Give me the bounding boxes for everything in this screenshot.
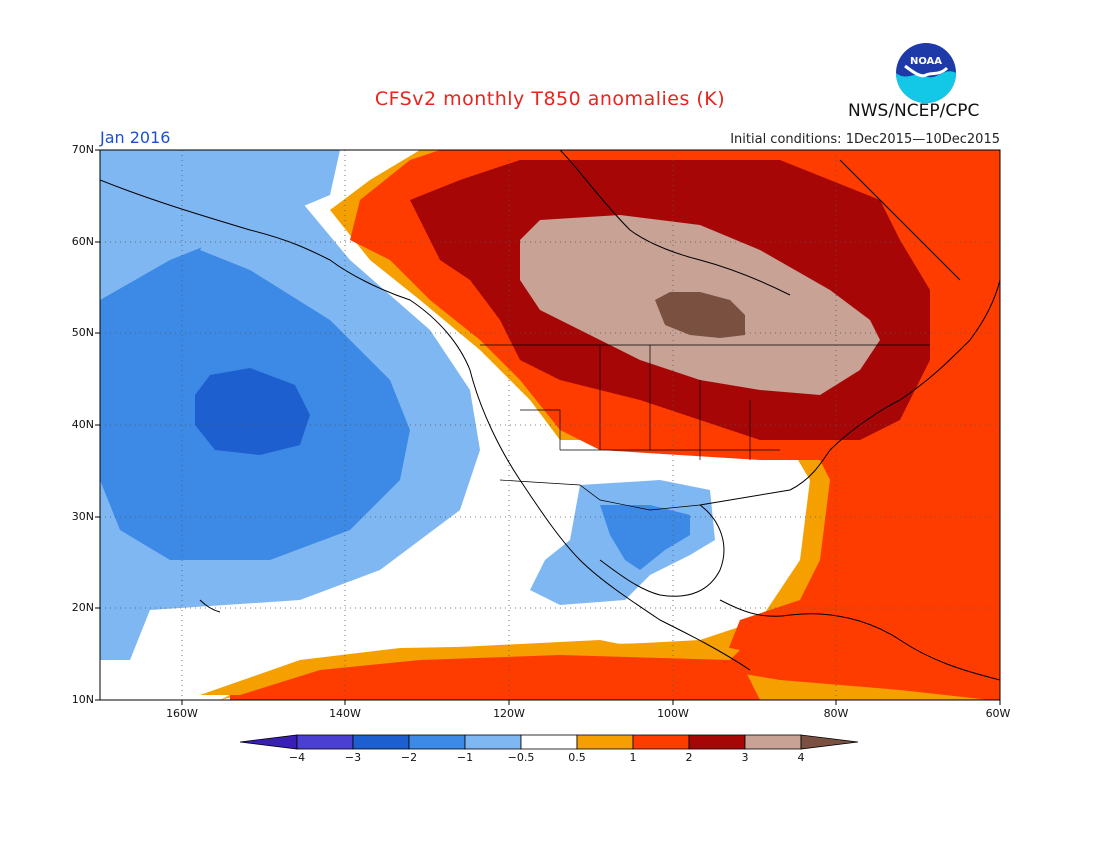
colorbar-bin [576,734,634,750]
colorbar-label: 1 [629,751,637,764]
lat-label: 70N [71,143,94,156]
lat-label: 40N [71,418,94,431]
colorbar-label: −0.5 [507,751,535,764]
lat-label: 20N [71,601,94,614]
lon-label: 80W [823,707,849,720]
lat-label: 10N [71,693,94,706]
colorbar-label: −4 [288,751,306,764]
noaa-logo-text: NOAA [910,56,942,67]
initial-conditions: Initial conditions: 1Dec2015—10Dec2015 [730,132,1000,147]
agency-label: NWS/NCEP/CPC [848,101,980,121]
colorbar-bin [744,734,802,750]
colorbar-bin [464,734,522,750]
lat-label: 60N [71,235,94,248]
colorbar-label: 4 [797,751,805,764]
colorbar-bin [632,734,690,750]
colorbar-bin [520,734,578,750]
colorbar-max-arrow [800,734,859,750]
colorbar-bin [408,734,466,750]
lon-label: 100W [657,707,689,720]
pacific-coldest-core [195,368,310,455]
lon-label: 160W [166,707,198,720]
noaa-logo: NOAA [896,43,956,103]
colorbar-label: −2 [400,751,418,764]
lat-label: 30N [71,510,94,523]
colorbar-min-arrow [239,734,298,750]
forecast-month: Jan 2016 [100,128,171,147]
lon-label: 140W [329,707,361,720]
colorbar-label: 2 [685,751,693,764]
coastlines [100,150,1000,681]
colorbar-label: 3 [741,751,749,764]
gulf-cooler-patch [600,505,690,570]
colorbar [239,734,859,750]
colorbar-bin [296,734,354,750]
colorbar-bin [688,734,746,750]
colorbar-label: 0.5 [568,751,586,764]
warm-brown-core [655,292,745,338]
lon-label: 60W [985,707,1011,720]
colorbar-bin [352,734,410,750]
alaska-cool-patch [100,150,340,300]
gridlines [100,150,1000,700]
lon-label: 120W [493,707,525,720]
south-orange-band [200,642,740,695]
political-borders [480,344,930,511]
axis-ticks [95,149,1001,705]
colorbar-label: −3 [344,751,362,764]
chart-title: CFSv2 monthly T850 anomalies (K) [374,88,726,110]
lat-label: 50N [71,326,94,339]
colorbar-label: −1 [456,751,474,764]
